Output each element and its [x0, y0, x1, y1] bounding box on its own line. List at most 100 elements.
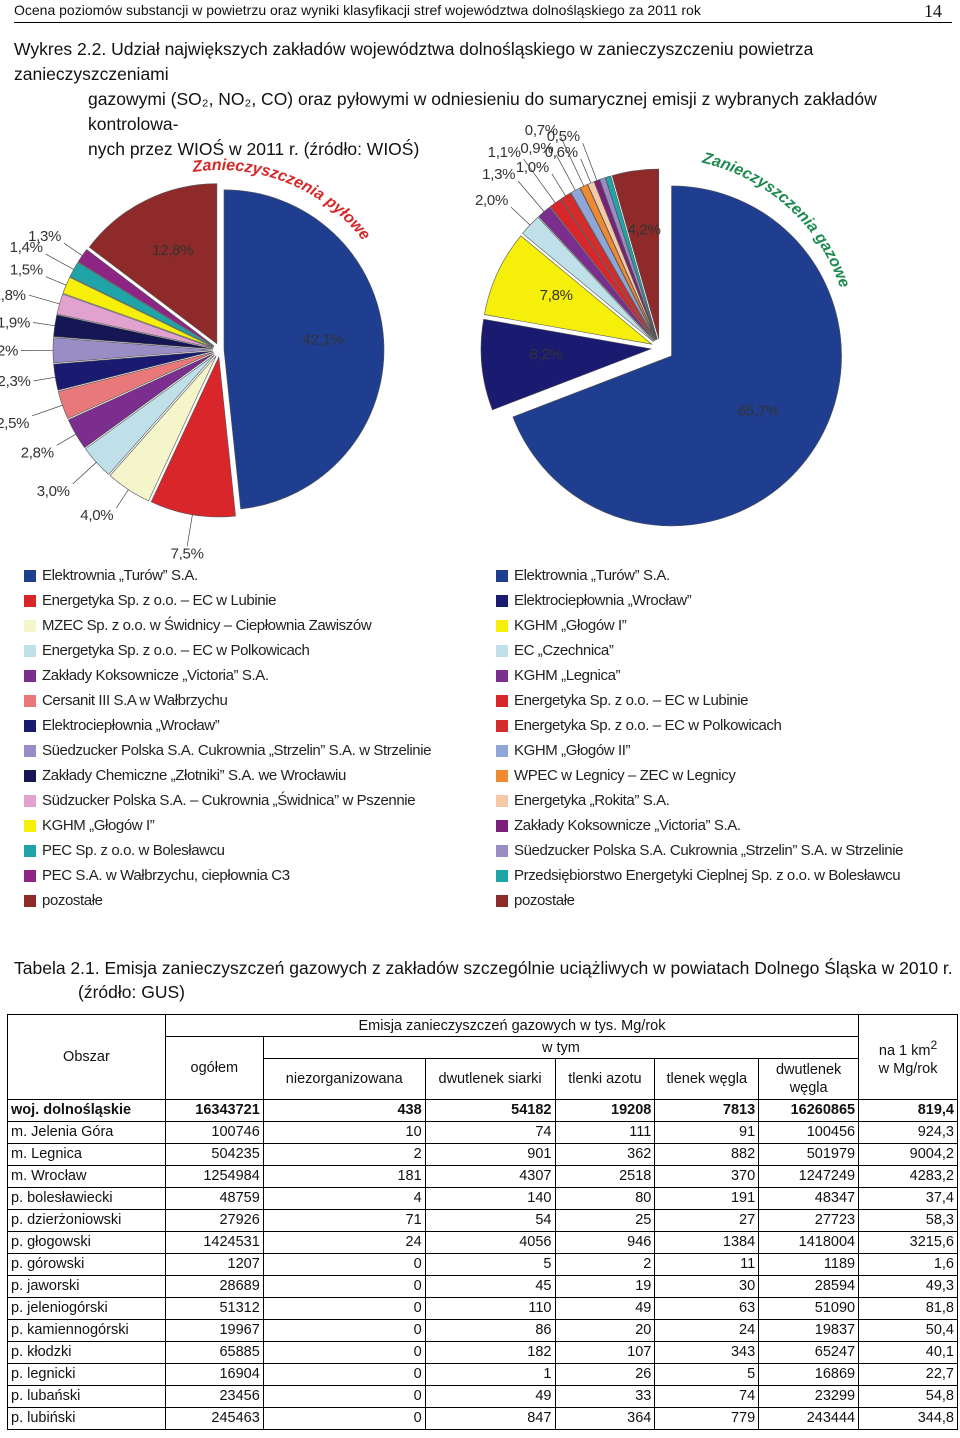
table-cell-value: 4056 — [424, 1231, 556, 1254]
legend-item: PEC Sp. z o.o. w Bolesławcu — [24, 838, 431, 863]
legend-item: Energetyka Sp. z o.o. – EC w Polkowicach — [24, 638, 431, 663]
table-cell-value: 48347 — [758, 1187, 860, 1210]
pie-value-label: 12,8% — [152, 242, 193, 259]
table-cell-area: p. kłodzki — [7, 1341, 166, 1364]
legend-item: PEC S.A. w Wałbrzychu, ciepłownia C3 — [24, 863, 431, 888]
pie-value-label: 2,5% — [0, 415, 29, 432]
table-cell-value: 946 — [554, 1231, 656, 1254]
leader-line — [32, 404, 63, 417]
table-cell-value: 0 — [262, 1253, 426, 1276]
legend-item: Energetyka Sp. z o.o. – EC w Polkowicach — [496, 713, 903, 738]
dust-pie-chart: 42,1% 7,5% 4,0% 3,0% 2,8% 2,5% 2,3% 2,2% 1,9% 1,8… — [0, 157, 385, 560]
pie-value-label: 4,0% — [80, 507, 113, 524]
leader-line — [116, 489, 129, 509]
table-cell-value: 111 — [554, 1121, 656, 1144]
table-cell-value: 45 — [424, 1275, 556, 1298]
pie-value-label: 2,8% — [21, 444, 54, 461]
legend-swatch — [24, 844, 36, 857]
legend-label: Cersanit III S.A w Wałbrzychu — [42, 692, 228, 709]
pie-slice — [223, 189, 385, 510]
table-cell-value: 0 — [262, 1385, 426, 1408]
legend-item: EC „Czechnica” — [496, 638, 903, 663]
table-cell-value: 40,1 — [858, 1341, 958, 1364]
legend-swatch — [24, 644, 36, 657]
legend-swatch — [496, 869, 508, 882]
table-row: m. Wrocław 1254984 181 4307 2518 370 1247249 42… — [7, 1165, 958, 1188]
table-cell-value: 27723 — [758, 1209, 860, 1232]
table-cell-value: 924,3 — [858, 1121, 958, 1144]
table-cell-area: p. głogowski — [7, 1231, 166, 1254]
table-cell-value: 4307 — [424, 1165, 556, 1188]
table-row: p. dzierżoniowski 27926 71 54 25 27 27723 58,3 — [7, 1209, 958, 1232]
pie-slice — [512, 185, 842, 527]
pie-value-label: 1,3% — [28, 228, 61, 245]
pie-slice — [484, 235, 653, 345]
legend-label: Energetyka Sp. z o.o. – EC w Polkowicach — [514, 717, 782, 734]
legend-swatch — [24, 894, 36, 907]
table-cell-area: p. jaworski — [7, 1275, 166, 1298]
header-density: na 1 km2 w Mg/rok — [858, 1014, 958, 1100]
legend-item: Elektrownia „Turów” S.A. — [24, 563, 431, 588]
legend-swatch — [24, 594, 36, 607]
table-cell-area: p. dzierżoniowski — [7, 1209, 166, 1232]
table-cell-area: p. legnicki — [7, 1363, 166, 1386]
table-cell-value: 501979 — [758, 1143, 860, 1166]
dust-legend: Elektrownia „Turów” S.A. Energetyka Sp. z… — [24, 563, 431, 913]
legend-swatch — [496, 894, 508, 907]
pie-value-label: 4,2% — [628, 222, 661, 239]
leader-line — [551, 173, 566, 197]
table-cell-value: 107 — [554, 1341, 656, 1364]
document-title: Ocena poziomów substancji w powietrzu or… — [14, 2, 701, 18]
table-cell-value: 243444 — [758, 1407, 860, 1430]
leader-line — [63, 242, 83, 256]
leader-line — [45, 253, 74, 270]
table-cell-value: 1254984 — [164, 1165, 264, 1188]
table-cell-value: 181 — [262, 1165, 426, 1188]
pie-slice — [549, 198, 655, 341]
table-cell-area: p. lubański — [7, 1385, 166, 1408]
pie-value-label: 1,9% — [0, 314, 30, 331]
pie-value-label: 1,3% — [482, 166, 515, 183]
legend-swatch — [24, 744, 36, 757]
leader-line — [33, 376, 56, 382]
pie-value-label: 65,7% — [738, 403, 779, 420]
table-cell-value: 245463 — [164, 1407, 264, 1430]
header-niezorganizowana: niezorganizowana — [262, 1058, 426, 1100]
table-cell-value: 11 — [654, 1253, 760, 1276]
table-cell-value: 27 — [654, 1209, 760, 1232]
table-cell-value: 4 — [262, 1187, 426, 1210]
legend-swatch — [24, 769, 36, 782]
legend-item: pozostałe — [24, 888, 431, 913]
pie-value-label: 7,8% — [540, 287, 573, 304]
leader-line — [560, 137, 585, 187]
table-cell-value: 438 — [262, 1099, 426, 1122]
pie-slice — [150, 355, 236, 518]
table-cell-value: 1 — [424, 1363, 556, 1386]
legend-item: Cersanit III S.A w Wałbrzychu — [24, 688, 431, 713]
table-cell-value: 16869 — [758, 1363, 860, 1386]
table-cell-value: 54182 — [424, 1099, 556, 1122]
legend-item: Energetyka „Rokita” S.A. — [496, 788, 903, 813]
header-obszar: Obszar — [7, 1014, 166, 1100]
table-row: p. jaworski 28689 0 45 19 30 28594 49,3 — [7, 1275, 958, 1298]
table-cell-value: 28594 — [758, 1275, 860, 1298]
table-row: p. górowski 1207 0 5 2 11 1189 1,6 — [7, 1253, 958, 1276]
pie-value-label: 0,6% — [545, 144, 578, 161]
table-cell-value: 2518 — [554, 1165, 656, 1188]
table-cell-value: 0 — [262, 1297, 426, 1320]
table-cell-area: p. bolesławiecki — [7, 1187, 166, 1210]
legend-label: Energetyka Sp. z o.o. – EC w Polkowicach — [42, 642, 310, 659]
pie-value-label: 1,4% — [10, 239, 43, 256]
legend-swatch — [496, 569, 508, 582]
table-cell-value: 2 — [554, 1253, 656, 1276]
legend-label: Energetyka Sp. z o.o. – EC w Lubinie — [514, 692, 749, 709]
table-cell-value: 100746 — [164, 1121, 264, 1144]
table-cell-value: 5 — [654, 1363, 760, 1386]
table-row: p. lubański 23456 0 49 33 74 23299 54,8 — [7, 1385, 958, 1408]
header-ogolem: ogółem — [164, 1036, 264, 1100]
table-cell-value: 19837 — [758, 1319, 860, 1342]
table-cell-area: p. górowski — [7, 1253, 166, 1276]
table-cell-value: 49,3 — [858, 1275, 958, 1298]
pie-value-label: 0,7% — [525, 122, 558, 139]
table-cell-value: 110 — [424, 1297, 556, 1320]
